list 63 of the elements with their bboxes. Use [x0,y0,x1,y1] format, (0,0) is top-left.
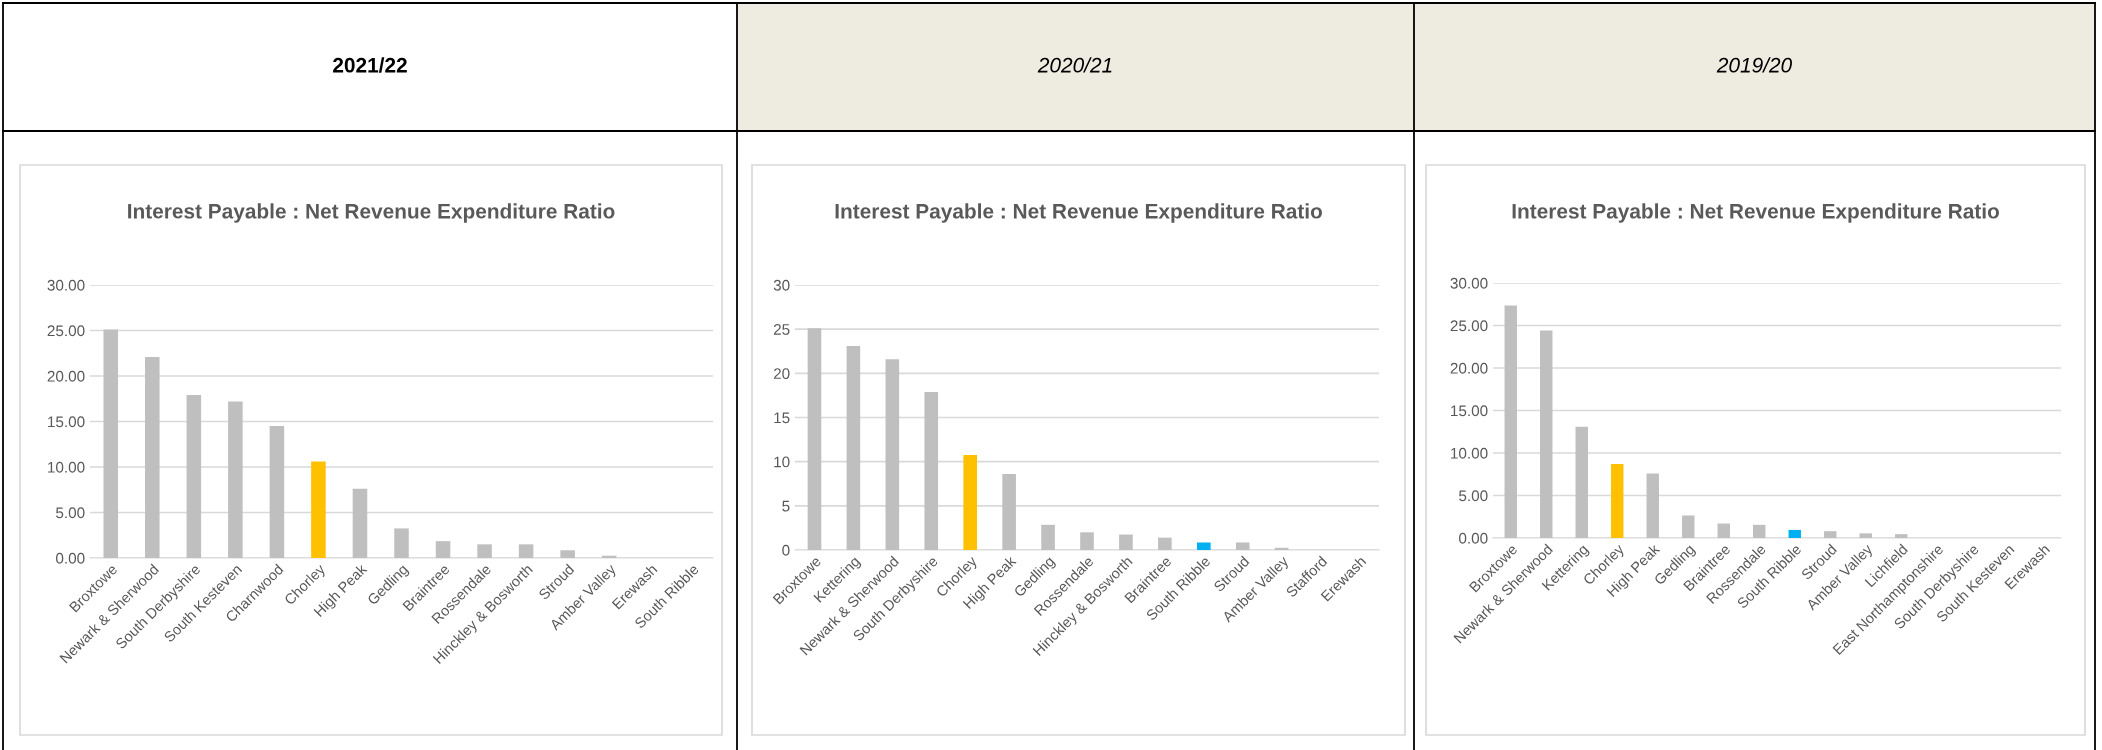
y-tick-label: 5.00 [1459,490,1488,502]
bar [477,544,492,558]
y-tick-label: 0.00 [56,552,85,564]
y-tick-label: 15 [774,412,790,424]
bar [963,455,978,550]
y-tick-label: 25.00 [47,325,85,337]
y-tick-label: 10.00 [48,461,85,473]
bar [103,329,119,558]
y-tick-label: 20 [773,368,790,380]
bar [518,544,534,558]
chart-title: 2019/20 [1716,57,1792,73]
bar [228,401,243,558]
bar [1540,330,1553,538]
bar [186,395,202,558]
bar [1717,523,1730,538]
chart-subtitle: Interest Payable : Net Revenue Expenditure Ratio [835,203,1322,223]
bar [1753,524,1766,538]
y-tick-label: 30.00 [1450,277,1488,289]
chart-subtitle: Interest Payable : Net Revenue Expenditure Ratio [128,203,615,223]
y-tick-label: 15.00 [48,416,85,428]
bar [269,426,285,558]
y-tick-label: 15.00 [1451,405,1488,417]
bar [1682,515,1695,538]
chart-title: 2021/22 [333,57,407,73]
bar [1788,529,1801,538]
y-tick-label: 10.00 [1451,447,1488,459]
y-tick-label: 5.00 [56,507,85,519]
bar [1646,473,1659,538]
bar [560,550,575,558]
bar [1859,533,1872,538]
y-tick-label: 0 [782,544,790,556]
y-tick-label: 25 [773,324,790,335]
bar [1158,537,1172,550]
y-tick-label: 25.00 [1450,320,1488,332]
bar [1080,532,1094,550]
bar [1824,531,1837,538]
bar [1235,542,1250,550]
bar [352,488,368,558]
y-tick-label: 10 [774,456,790,468]
bar [807,328,822,550]
bar [435,541,451,558]
bar [311,461,326,558]
bar [145,356,160,558]
bar [1504,305,1517,538]
y-tick-label: 30 [773,279,790,291]
bar [846,345,861,550]
bar [1611,464,1624,538]
bar [1575,426,1588,538]
y-tick-label: 5 [782,500,790,512]
y-tick-label: 30.00 [47,279,85,291]
y-tick-label: 20.00 [47,370,85,382]
y-tick-label: 20.00 [1450,362,1488,374]
bar [1196,542,1211,550]
bar [924,391,939,550]
bar [1119,534,1133,550]
bar [1041,524,1055,550]
y-tick-label: 0.00 [1459,532,1488,544]
chart-subtitle: Interest Payable : Net Revenue Expenditure Ratio [1512,203,1999,223]
chart-title: 2020/21 [1037,57,1112,73]
bar [394,528,409,558]
bar [1002,474,1016,550]
bar [1895,534,1908,538]
bar [885,359,900,550]
